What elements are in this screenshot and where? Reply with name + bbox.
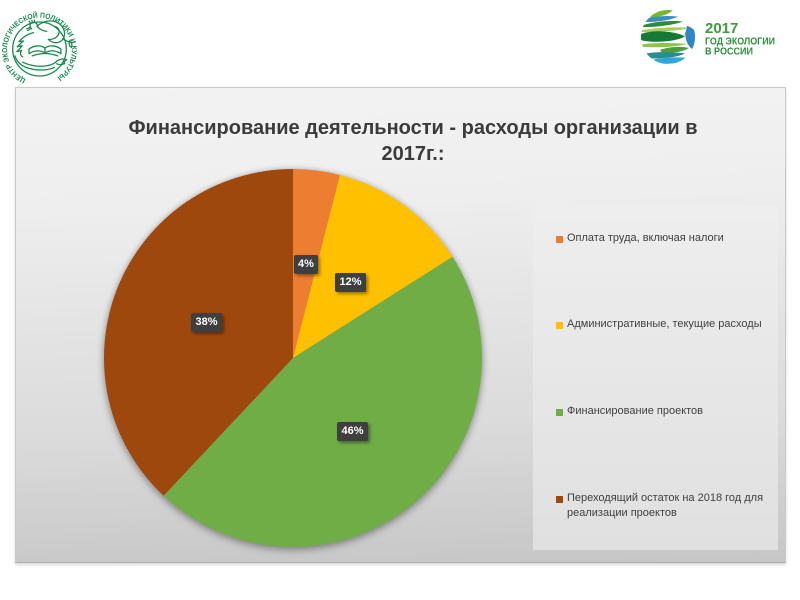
svg-text:2017: 2017 (705, 20, 738, 37)
svg-text:ГОД ЭКОЛОГИИ: ГОД ЭКОЛОГИИ (705, 37, 775, 48)
svg-text:В РОССИИ: В РОССИИ (705, 47, 753, 58)
